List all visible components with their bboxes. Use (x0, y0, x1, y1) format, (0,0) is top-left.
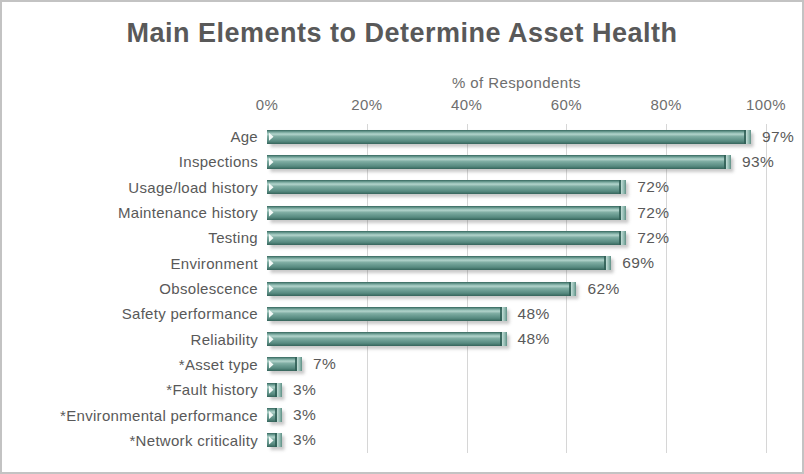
bar (267, 256, 611, 270)
value-label: 72% (637, 178, 669, 196)
chart-slide: Main Elements to Determine Asset Health … (0, 0, 804, 474)
bar-track: 3% (267, 428, 766, 453)
value-label: 62% (587, 280, 619, 298)
bar-track: 3% (267, 402, 766, 427)
category-label: Testing (2, 229, 267, 246)
bar-row: Usage/load history 72% (2, 175, 802, 200)
value-label: 72% (637, 229, 669, 247)
bar (267, 433, 282, 447)
bar-row: Maintenance history 72% (2, 200, 802, 225)
category-label: Maintenance history (2, 204, 267, 221)
value-label: 7% (313, 355, 336, 373)
bar (267, 282, 576, 296)
category-label: Environment (2, 255, 267, 272)
x-axis-tick-label: 20% (351, 96, 382, 113)
value-label: 3% (293, 431, 316, 449)
value-label: 48% (518, 305, 550, 323)
x-axis-tick-label: 100% (746, 96, 786, 113)
bar (267, 332, 507, 346)
bar-row: Environment 69% (2, 251, 802, 276)
bar (267, 155, 731, 169)
value-label: 69% (622, 254, 654, 272)
category-label: Inspections (2, 153, 267, 170)
bar (267, 206, 626, 220)
bar-track: 97% (267, 124, 766, 149)
bar (267, 130, 751, 144)
bar-track: 93% (267, 149, 766, 174)
value-label: 48% (518, 330, 550, 348)
bar-row: Safety performance 48% (2, 301, 802, 326)
value-label: 97% (762, 128, 794, 146)
bar (267, 180, 626, 194)
bar-rows-container: Age97%Inspections93%Usage/load history72… (2, 124, 802, 453)
value-label: 72% (637, 204, 669, 222)
bar-track: 48% (267, 301, 766, 326)
x-axis-title: % of Respondents (267, 74, 766, 91)
bar-row: Age97% (2, 124, 802, 149)
category-label: Usage/load history (2, 179, 267, 196)
chart-title: Main Elements to Determine Asset Health (2, 18, 802, 49)
bar-track: 72% (267, 225, 766, 250)
bar-track: 72% (267, 200, 766, 225)
bar-row: *Asset type 7% (2, 352, 802, 377)
bar (267, 383, 282, 397)
bar-track: 48% (267, 327, 766, 352)
category-label: Age (2, 128, 267, 145)
category-label: Safety performance (2, 305, 267, 322)
value-label: 93% (742, 153, 774, 171)
bar (267, 231, 626, 245)
category-label: *Environmental performance (2, 407, 267, 424)
category-label: Obsolescence (2, 280, 267, 297)
bar-track: 7% (267, 352, 766, 377)
bar (267, 408, 282, 422)
bar-row: Obsolescence 62% (2, 276, 802, 301)
category-label: *Asset type (2, 356, 267, 373)
category-label: *Network criticality (2, 432, 267, 449)
value-label: 3% (293, 406, 316, 424)
x-axis-tick-label: 60% (551, 96, 582, 113)
bar-track: 3% (267, 377, 766, 402)
x-axis-tick-label: 80% (651, 96, 682, 113)
x-axis-tick-label: 0% (256, 96, 278, 113)
bar-track: 62% (267, 276, 766, 301)
bar-track: 69% (267, 251, 766, 276)
bar-row: *Network criticality 3% (2, 428, 802, 453)
bar-row: Testing 72% (2, 225, 802, 250)
bar-row: Inspections93% (2, 149, 802, 174)
bar (267, 307, 507, 321)
value-label: 3% (293, 381, 316, 399)
bar (267, 357, 302, 371)
bar-row: Reliability 48% (2, 327, 802, 352)
bar-row: *Environmental performance 3% (2, 402, 802, 427)
x-axis-tick-label: 40% (451, 96, 482, 113)
bar-row: *Fault history 3% (2, 377, 802, 402)
bar-track: 72% (267, 175, 766, 200)
x-axis-tick-row: 0%20%40%60%80%100% (267, 96, 766, 114)
category-label: *Fault history (2, 381, 267, 398)
category-label: Reliability (2, 331, 267, 348)
